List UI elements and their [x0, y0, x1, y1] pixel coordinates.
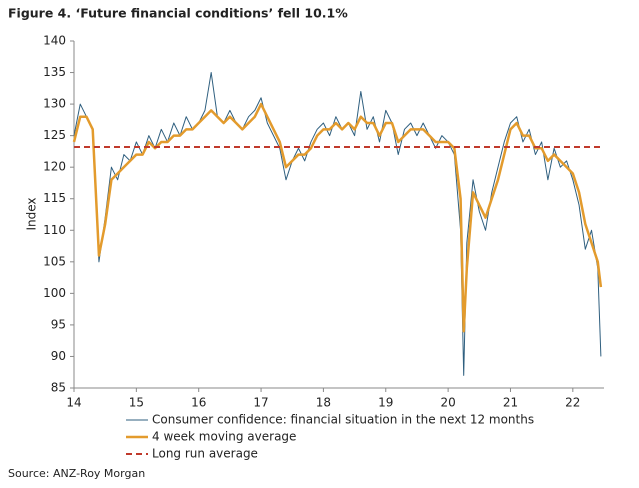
- x-tick-label: 19: [378, 396, 393, 410]
- y-tick-label: 125: [43, 128, 66, 142]
- legend-label: Consumer confidence: financial situation…: [152, 413, 534, 427]
- x-tick-label: 16: [191, 396, 206, 410]
- x-tick-label: 21: [503, 396, 518, 410]
- y-tick-label: 120: [43, 160, 66, 174]
- y-tick-label: 130: [43, 97, 66, 111]
- y-tick-label: 115: [43, 191, 66, 205]
- y-tick-label: 90: [51, 349, 66, 363]
- series-line: [73, 72, 602, 376]
- x-tick-label: 14: [66, 396, 81, 410]
- x-tick-label: 18: [316, 396, 331, 410]
- series-line: [72, 102, 603, 333]
- y-tick-label: 110: [43, 223, 66, 237]
- y-tick-label: 85: [51, 381, 66, 395]
- legend-label: 4 week moving average: [152, 430, 296, 444]
- y-tick-label: 140: [43, 34, 66, 48]
- x-tick-label: 17: [253, 396, 268, 410]
- x-tick-label: 15: [129, 396, 144, 410]
- legend-label: Long run average: [152, 447, 258, 461]
- y-tick-label: 105: [43, 254, 66, 268]
- chart-title: Figure 4. ‘Future financial conditions’ …: [8, 6, 348, 21]
- y-tick-label: 95: [51, 317, 66, 331]
- x-tick-label: 22: [565, 396, 580, 410]
- y-axis-label: Index: [25, 197, 39, 230]
- y-tick-label: 100: [43, 286, 66, 300]
- x-tick-label: 20: [440, 396, 455, 410]
- y-tick-label: 135: [43, 65, 66, 79]
- source: Source: ANZ-Roy Morgan: [8, 467, 145, 480]
